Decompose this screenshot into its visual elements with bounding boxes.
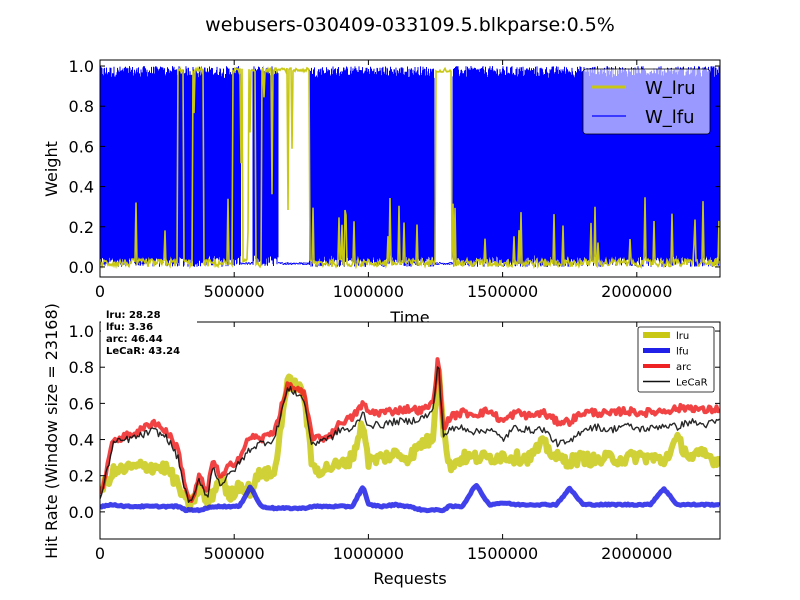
weight-y-tick-label: 0.2: [69, 218, 94, 237]
weight-y-tick-label: 0.8: [69, 97, 94, 116]
weight-y-label: Weight: [42, 141, 61, 197]
hitrate-y-tick-label: 0.2: [69, 467, 94, 486]
hitrate-legend: lru lfu arc LeCaR: [637, 326, 715, 393]
series-lru: [100, 367, 720, 512]
weight-y-tick-label: 0.0: [69, 258, 94, 277]
weight-series-group: [100, 65, 720, 270]
hitrate-x-tick-label: 2000000: [601, 544, 672, 563]
hitrate-x-label: Requests: [373, 569, 446, 588]
weight-x-tick-label: 2000000: [601, 282, 672, 301]
weight-legend-label-0: W_lru: [645, 78, 696, 99]
hitrate-legend-label-0: lru: [676, 331, 689, 342]
hitrate-series-group: [100, 357, 720, 514]
hitrate-x-tick-label: 500000: [204, 544, 265, 563]
series-lfu: [100, 483, 720, 514]
stat-0: lru: 28.28: [106, 310, 161, 321]
hitrate-y-tick-label: 0.6: [69, 394, 94, 413]
series-arc: [100, 357, 720, 503]
weight-x-tick-label: 0: [95, 282, 105, 301]
hitrate-y-label: Hit Rate (Window size = 23168): [42, 303, 61, 559]
series-w-lru: [100, 65, 720, 270]
weight-legend-frame: [582, 68, 711, 135]
weight-x-tick-label: 1500000: [467, 282, 538, 301]
hitrate-y-tick-label: 0.8: [69, 358, 94, 377]
hitrate-ticks: 0 500000 1000000 1500000 2000000 0.0 0.2 0.4 0.6…: [69, 322, 720, 563]
weight-chart: 0 500000 1000000 1500000 2000000 0.0 0.2 0.4 0.6…: [42, 57, 721, 327]
series-w-lfu: [100, 66, 720, 267]
weight-legend-label-1: W_lfu: [645, 107, 695, 128]
weight-y-tick-label: 1.0: [69, 57, 94, 76]
hitrate-y-tick-label: 0.4: [69, 431, 94, 450]
hitrate-legend-label-1: lfu: [676, 347, 689, 358]
weight-y-tick-label: 0.6: [69, 137, 94, 156]
figure-title: webusers-030409-033109.5.blkparse:0.5%: [205, 14, 615, 36]
hitrate-legend-label-3: LeCaR: [676, 378, 708, 389]
stat-3: LeCaR: 43.24: [106, 346, 180, 357]
stat-2: arc: 46.44: [106, 334, 163, 345]
hitrate-y-tick-label: 0.0: [69, 503, 94, 522]
stats-box-bg: [101, 311, 197, 357]
weight-x-tick-label: 1000000: [333, 282, 404, 301]
hitrate-x-tick-label: 1000000: [333, 544, 404, 563]
series-lecar: [100, 366, 720, 503]
weight-y-tick-label: 0.4: [69, 178, 94, 197]
stat-1: lfu: 3.36: [106, 322, 153, 333]
weight-ticks: 0 500000 1000000 1500000 2000000 0.0 0.2 0.4 0.6…: [69, 57, 720, 301]
hitrate-x-tick-label: 0: [95, 544, 105, 563]
hitrate-y-tick-label: 1.0: [69, 322, 94, 341]
hitrate-x-tick-label: 1500000: [467, 544, 538, 563]
weight-x-tick-label: 500000: [204, 282, 265, 301]
hitrate-chart: 0 500000 1000000 1500000 2000000 0.0 0.2 0.4 0.6…: [42, 303, 721, 588]
hitrate-legend-label-2: arc: [676, 362, 692, 373]
weight-legend: W_lru W_lfu: [582, 68, 711, 135]
hitrate-legend-frame: [637, 326, 715, 393]
weight-plot-frame: [99, 59, 721, 278]
